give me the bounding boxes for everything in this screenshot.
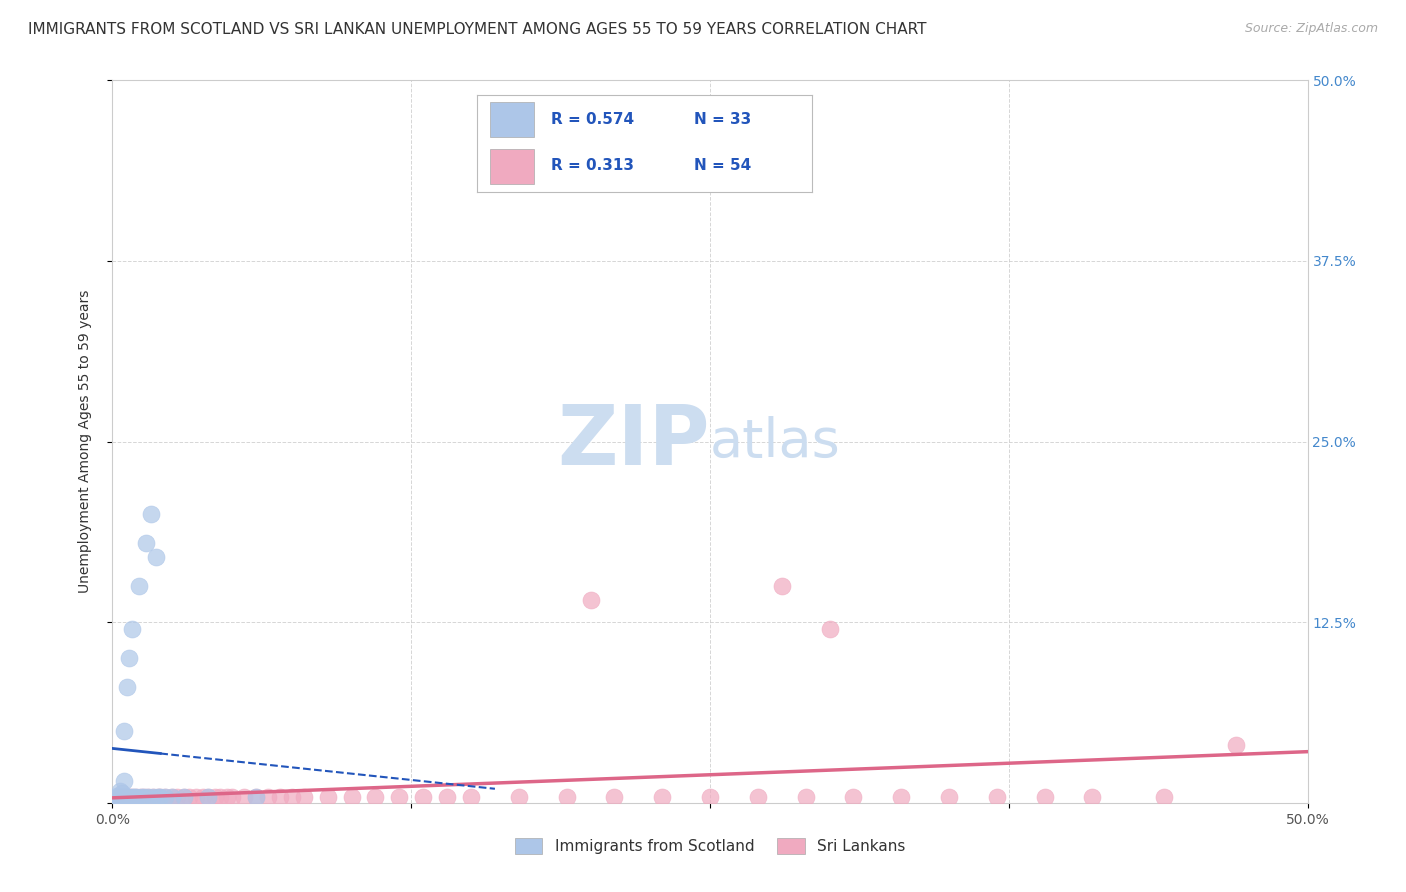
- Point: [1081, 790, 1104, 805]
- Point: [842, 790, 865, 805]
- Point: [412, 790, 434, 805]
- Point: [162, 790, 183, 805]
- Point: [115, 790, 138, 805]
- Text: atlas: atlas: [710, 416, 841, 467]
- Point: [114, 723, 135, 738]
- Point: [209, 790, 232, 805]
- Point: [142, 790, 165, 805]
- Point: [186, 790, 208, 805]
- Point: [460, 790, 482, 805]
- Point: [111, 790, 134, 805]
- Point: [508, 790, 530, 805]
- Point: [747, 790, 769, 805]
- Point: [340, 790, 363, 805]
- Point: [104, 791, 127, 805]
- Point: [555, 790, 578, 805]
- Point: [118, 790, 141, 805]
- Point: [139, 507, 162, 521]
- Point: [115, 680, 138, 694]
- Point: [121, 790, 143, 805]
- Legend: Immigrants from Scotland, Sri Lankans: Immigrants from Scotland, Sri Lankans: [509, 832, 911, 860]
- Point: [108, 790, 131, 805]
- Point: [128, 579, 150, 593]
- Point: [149, 790, 172, 805]
- Point: [1225, 738, 1247, 752]
- Point: [292, 790, 315, 805]
- Point: [436, 790, 458, 805]
- Point: [105, 791, 128, 805]
- Point: [122, 790, 145, 805]
- Point: [364, 790, 387, 805]
- Point: [153, 790, 176, 805]
- Point: [651, 790, 673, 805]
- Point: [388, 790, 411, 805]
- Y-axis label: Unemployment Among Ages 55 to 59 years: Unemployment Among Ages 55 to 59 years: [77, 290, 91, 593]
- Point: [316, 790, 339, 805]
- Point: [105, 789, 128, 803]
- Point: [890, 790, 912, 805]
- Point: [146, 790, 169, 805]
- Point: [132, 790, 155, 805]
- Point: [108, 790, 131, 805]
- Point: [138, 790, 160, 805]
- Text: ZIP: ZIP: [558, 401, 710, 482]
- Point: [129, 790, 152, 805]
- Point: [114, 790, 135, 805]
- Point: [1153, 790, 1175, 805]
- Point: [153, 790, 176, 805]
- Point: [1033, 790, 1056, 805]
- Point: [221, 790, 243, 805]
- Point: [118, 790, 141, 805]
- Point: [173, 790, 195, 805]
- Point: [818, 623, 841, 637]
- Point: [111, 786, 134, 800]
- Point: [166, 790, 188, 805]
- Point: [121, 623, 143, 637]
- Point: [125, 790, 148, 805]
- Point: [245, 790, 267, 805]
- Point: [135, 535, 157, 549]
- Point: [162, 790, 183, 805]
- Point: [173, 790, 195, 805]
- Point: [114, 774, 135, 789]
- Text: IMMIGRANTS FROM SCOTLAND VS SRI LANKAN UNEMPLOYMENT AMONG AGES 55 TO 59 YEARS CO: IMMIGRANTS FROM SCOTLAND VS SRI LANKAN U…: [28, 22, 927, 37]
- Point: [177, 790, 200, 805]
- Point: [217, 790, 239, 805]
- Point: [132, 790, 155, 805]
- Point: [145, 550, 167, 565]
- Point: [269, 790, 291, 805]
- Point: [245, 790, 267, 805]
- Point: [603, 790, 626, 805]
- Point: [770, 579, 793, 593]
- Point: [142, 790, 165, 805]
- Point: [129, 790, 152, 805]
- Point: [281, 790, 304, 805]
- Point: [121, 790, 143, 805]
- Point: [146, 790, 169, 805]
- Point: [257, 790, 280, 805]
- Point: [149, 790, 172, 805]
- Point: [204, 790, 226, 805]
- Point: [108, 784, 131, 798]
- Point: [197, 790, 219, 805]
- Text: Source: ZipAtlas.com: Source: ZipAtlas.com: [1244, 22, 1378, 36]
- Point: [125, 790, 148, 805]
- Point: [699, 790, 721, 805]
- Point: [114, 790, 135, 805]
- Point: [233, 790, 256, 805]
- Point: [118, 651, 141, 665]
- Point: [794, 790, 817, 805]
- Point: [938, 790, 960, 805]
- Point: [138, 790, 160, 805]
- Point: [986, 790, 1008, 805]
- Point: [193, 790, 215, 805]
- Point: [579, 593, 602, 607]
- Point: [197, 790, 219, 805]
